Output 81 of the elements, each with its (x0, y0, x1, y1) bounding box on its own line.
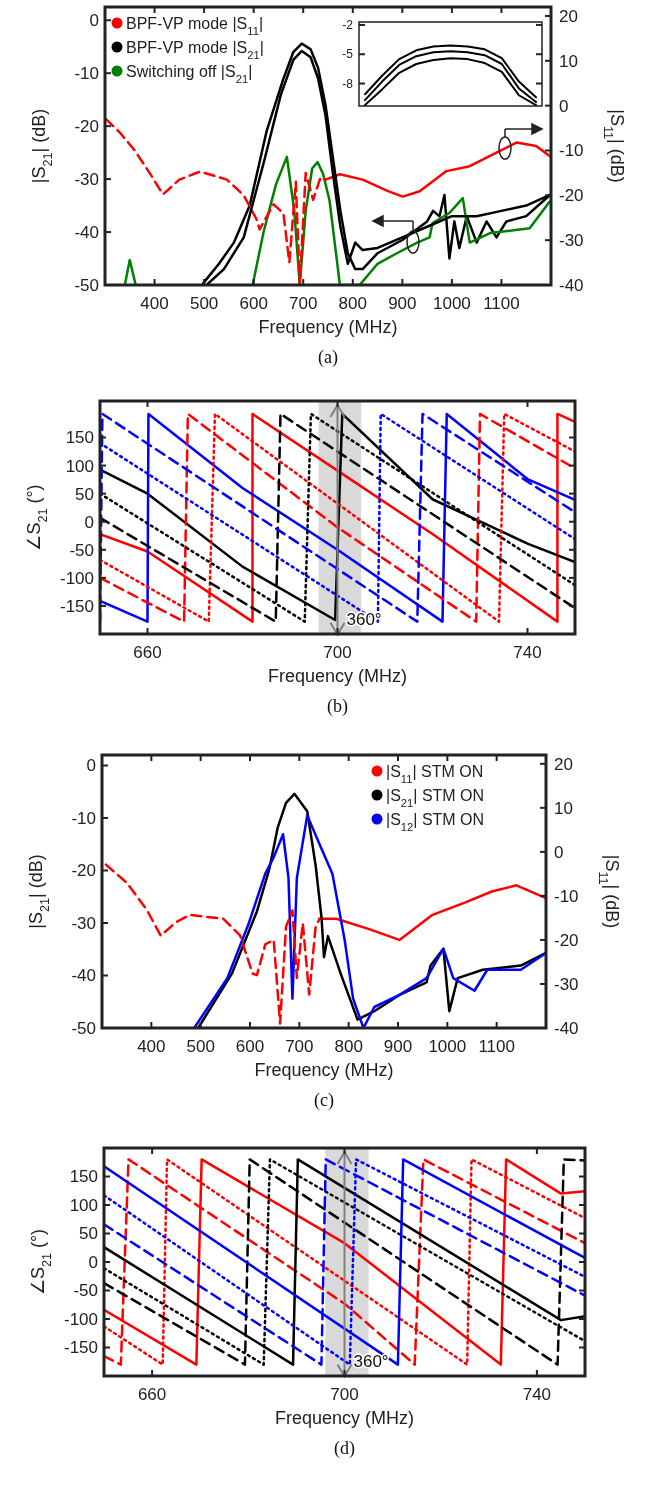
annotation: 360° (346, 609, 382, 629)
x-tick-label: 500 (186, 1037, 215, 1056)
legend-label: |S$_{11}$| STM ON (386, 762, 484, 785)
y-tick-label: -50 (69, 540, 94, 560)
x-tick-label: 700 (330, 1385, 359, 1404)
y2-tick-label: -30 (559, 231, 584, 251)
text: (a) (318, 347, 338, 368)
y2-tick-label: 20 (559, 6, 578, 26)
x-tick-label: 1100 (483, 294, 520, 313)
y2-tick-label: -40 (559, 275, 584, 295)
y-tick-label: 150 (65, 428, 94, 448)
x-axis-title: Frequency (MHz) (267, 666, 408, 686)
y-tick-label: 150 (69, 1167, 98, 1187)
y2-tick-label: -10 (554, 886, 579, 906)
y-tick-label: 100 (65, 456, 94, 476)
x-tick-label: 900 (383, 1037, 413, 1056)
y2-tick-label: -40 (554, 1018, 579, 1038)
x-tick-label: 660 (137, 1385, 167, 1404)
x-tick-label: 1100 (478, 1037, 515, 1056)
x-tick-label: 900 (388, 294, 417, 313)
x-axis-title: Frequency (MHz) (258, 317, 398, 337)
x-tick-label: 660 (133, 643, 162, 662)
y2-tick-label: -30 (554, 974, 579, 994)
y-tick-label: -150 (59, 596, 94, 616)
y-tick-label: -20 (71, 861, 96, 881)
y-tick-label: -150 (63, 1338, 98, 1358)
x-tick-label: 600 (239, 294, 268, 313)
y-tick-label: 0 (84, 512, 94, 532)
y2-tick-label: -20 (554, 930, 579, 950)
legend-label: BPF-VP mode |S$_{21}$| (126, 38, 264, 61)
y-tick-label: -100 (59, 568, 94, 588)
x-tick-label: 400 (140, 294, 169, 313)
legend-label: Switching off |S$_{21}$| (126, 62, 253, 85)
text: (b) (327, 696, 348, 717)
x-tick-label: 740 (513, 643, 542, 662)
y2-tick-label: 0 (559, 96, 569, 116)
x-tick-label: 800 (338, 294, 367, 313)
text: (c) (314, 1090, 334, 1111)
x-tick-label: 1000 (428, 1037, 467, 1056)
y-tick-label: 0 (88, 1252, 98, 1272)
x-tick-label: 600 (235, 1037, 265, 1056)
y-tick-label: -40 (71, 966, 96, 986)
y-tick-label: -50 (71, 1018, 96, 1038)
y-tick-label: -2 (342, 18, 354, 33)
y-tick-label: -100 (63, 1309, 98, 1329)
y-tick-label: -10 (74, 64, 99, 84)
x-axis-title: Frequency (MHz) (274, 1408, 415, 1428)
y-tick-label: -30 (74, 170, 99, 190)
y2-tick-label: -20 (559, 186, 584, 206)
y-tick-label: -5 (342, 47, 354, 62)
y2-tick-label: 0 (554, 842, 564, 862)
y-tick-label: -50 (74, 275, 99, 295)
x-tick-label: 1000 (432, 294, 471, 313)
legend-label: |S$_{12}$| STM ON (386, 810, 485, 833)
x-tick-label: 700 (323, 643, 352, 662)
y-tick-label: 0 (86, 756, 96, 776)
y2-tick-label: 10 (554, 798, 573, 818)
x-tick-label: 800 (334, 1037, 363, 1056)
y-tick-label: 0 (89, 11, 99, 31)
legend-label: |S$_{21}$| STM ON (386, 786, 485, 809)
y-tick-label: 50 (79, 1224, 98, 1244)
x-tick-label: 740 (522, 1385, 552, 1404)
y-tick-label: -8 (342, 76, 354, 91)
y2-tick-label: -10 (559, 141, 584, 161)
x-tick-label: 400 (137, 1037, 166, 1056)
y-tick-label: -50 (73, 1281, 98, 1301)
annotation: 360° (353, 1351, 389, 1371)
y-tick-label: -10 (71, 808, 96, 828)
y2-tick-label: 20 (554, 754, 573, 774)
legend-label: BPF-VP mode |S$_{11}$| (126, 14, 264, 37)
x-tick-label: 500 (189, 294, 219, 313)
x-tick-label: 700 (285, 1037, 314, 1056)
y-tick-label: -20 (74, 117, 99, 137)
y-tick-label: 100 (69, 1195, 98, 1215)
y-tick-label: -40 (74, 223, 99, 242)
x-tick-label: 700 (289, 294, 318, 313)
text: (d) (334, 1438, 355, 1459)
x-axis-title: Frequency (MHz) (254, 1060, 394, 1080)
y-tick-label: 50 (75, 484, 94, 504)
y2-tick-label: 10 (559, 51, 578, 71)
y-tick-label: -30 (71, 913, 96, 933)
